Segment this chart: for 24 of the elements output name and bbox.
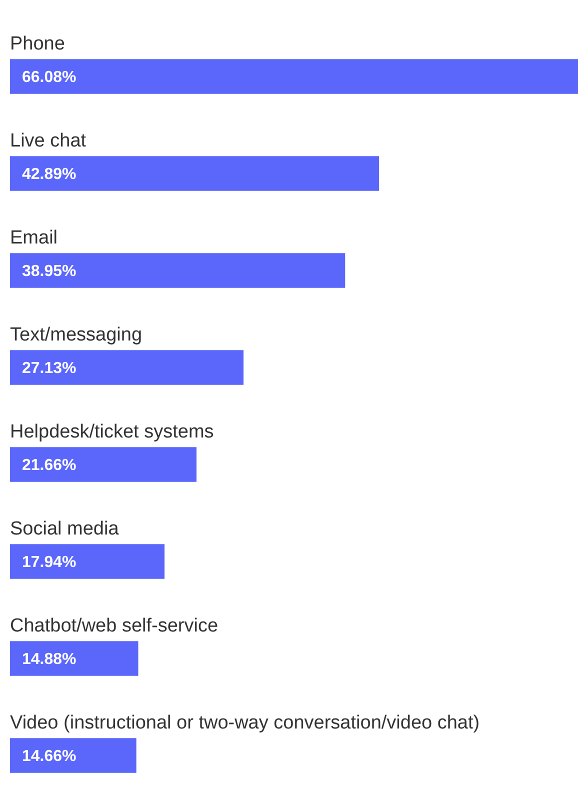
y-tick-label: Helpdesk/ticket systems — [10, 422, 214, 442]
y-tick-label: Live chat — [10, 130, 87, 152]
bar — [10, 253, 346, 288]
y-tick-label: Email — [10, 228, 58, 248]
bar — [10, 59, 578, 94]
y-tick-label: Chatbot/web self-service — [10, 616, 218, 636]
y-tick-label: Text/messaging — [10, 324, 142, 346]
bar — [10, 447, 197, 482]
data-label: 27.13% — [22, 360, 76, 377]
data-label: 14.66% — [22, 748, 76, 765]
bar — [10, 641, 138, 676]
bar — [10, 544, 165, 579]
y-tick-label: Social media — [10, 518, 120, 540]
data-label: 21.66% — [22, 456, 76, 474]
y-tick-label: Phone — [10, 34, 65, 54]
bar — [10, 156, 379, 191]
y-tick-label: Video (instructional or two-way conversation/video chat) — [10, 712, 480, 734]
data-label: 17.94% — [22, 554, 76, 571]
bar — [10, 738, 136, 773]
data-label: 38.95% — [22, 262, 76, 280]
data-label: 14.88% — [22, 650, 76, 668]
data-label: 66.08% — [22, 68, 76, 86]
bar — [10, 350, 244, 385]
data-label: 42.89% — [22, 166, 76, 183]
